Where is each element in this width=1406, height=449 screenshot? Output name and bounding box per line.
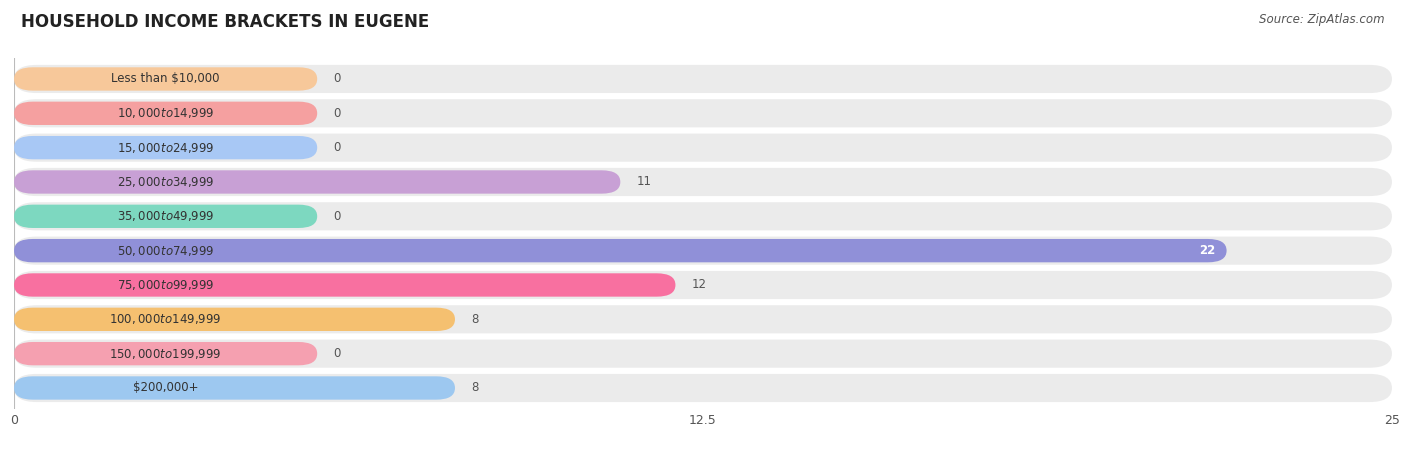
FancyBboxPatch shape [14,374,1392,402]
Text: 0: 0 [333,141,342,154]
FancyBboxPatch shape [14,308,456,331]
FancyBboxPatch shape [14,237,1392,265]
FancyBboxPatch shape [14,376,456,400]
FancyBboxPatch shape [14,342,318,365]
Text: $15,000 to $24,999: $15,000 to $24,999 [117,141,214,154]
Text: $25,000 to $34,999: $25,000 to $34,999 [117,175,214,189]
Text: 0: 0 [333,107,342,120]
FancyBboxPatch shape [14,273,675,297]
FancyBboxPatch shape [14,99,1392,128]
FancyBboxPatch shape [14,65,1392,93]
Text: 0: 0 [333,347,342,360]
FancyBboxPatch shape [14,133,1392,162]
Text: $10,000 to $14,999: $10,000 to $14,999 [117,106,214,120]
Text: $150,000 to $199,999: $150,000 to $199,999 [110,347,222,361]
FancyBboxPatch shape [14,205,318,228]
Text: 0: 0 [333,210,342,223]
FancyBboxPatch shape [14,305,1392,334]
Text: 8: 8 [471,382,479,395]
FancyBboxPatch shape [14,202,1392,230]
Text: $200,000+: $200,000+ [134,382,198,395]
Text: 0: 0 [333,72,342,85]
FancyBboxPatch shape [14,168,1392,196]
Text: $100,000 to $149,999: $100,000 to $149,999 [110,313,222,326]
FancyBboxPatch shape [14,339,1392,368]
Text: 12: 12 [692,278,707,291]
FancyBboxPatch shape [14,67,318,91]
FancyBboxPatch shape [14,170,620,194]
FancyBboxPatch shape [14,271,1392,299]
Text: $75,000 to $99,999: $75,000 to $99,999 [117,278,214,292]
FancyBboxPatch shape [14,136,318,159]
Text: Source: ZipAtlas.com: Source: ZipAtlas.com [1260,13,1385,26]
Text: $35,000 to $49,999: $35,000 to $49,999 [117,209,214,223]
FancyBboxPatch shape [14,239,1226,262]
Text: 11: 11 [637,176,652,189]
Text: Less than $10,000: Less than $10,000 [111,72,219,85]
Text: HOUSEHOLD INCOME BRACKETS IN EUGENE: HOUSEHOLD INCOME BRACKETS IN EUGENE [21,13,429,31]
Text: 8: 8 [471,313,479,326]
FancyBboxPatch shape [14,101,318,125]
Text: 22: 22 [1199,244,1216,257]
Text: $50,000 to $74,999: $50,000 to $74,999 [117,244,214,258]
